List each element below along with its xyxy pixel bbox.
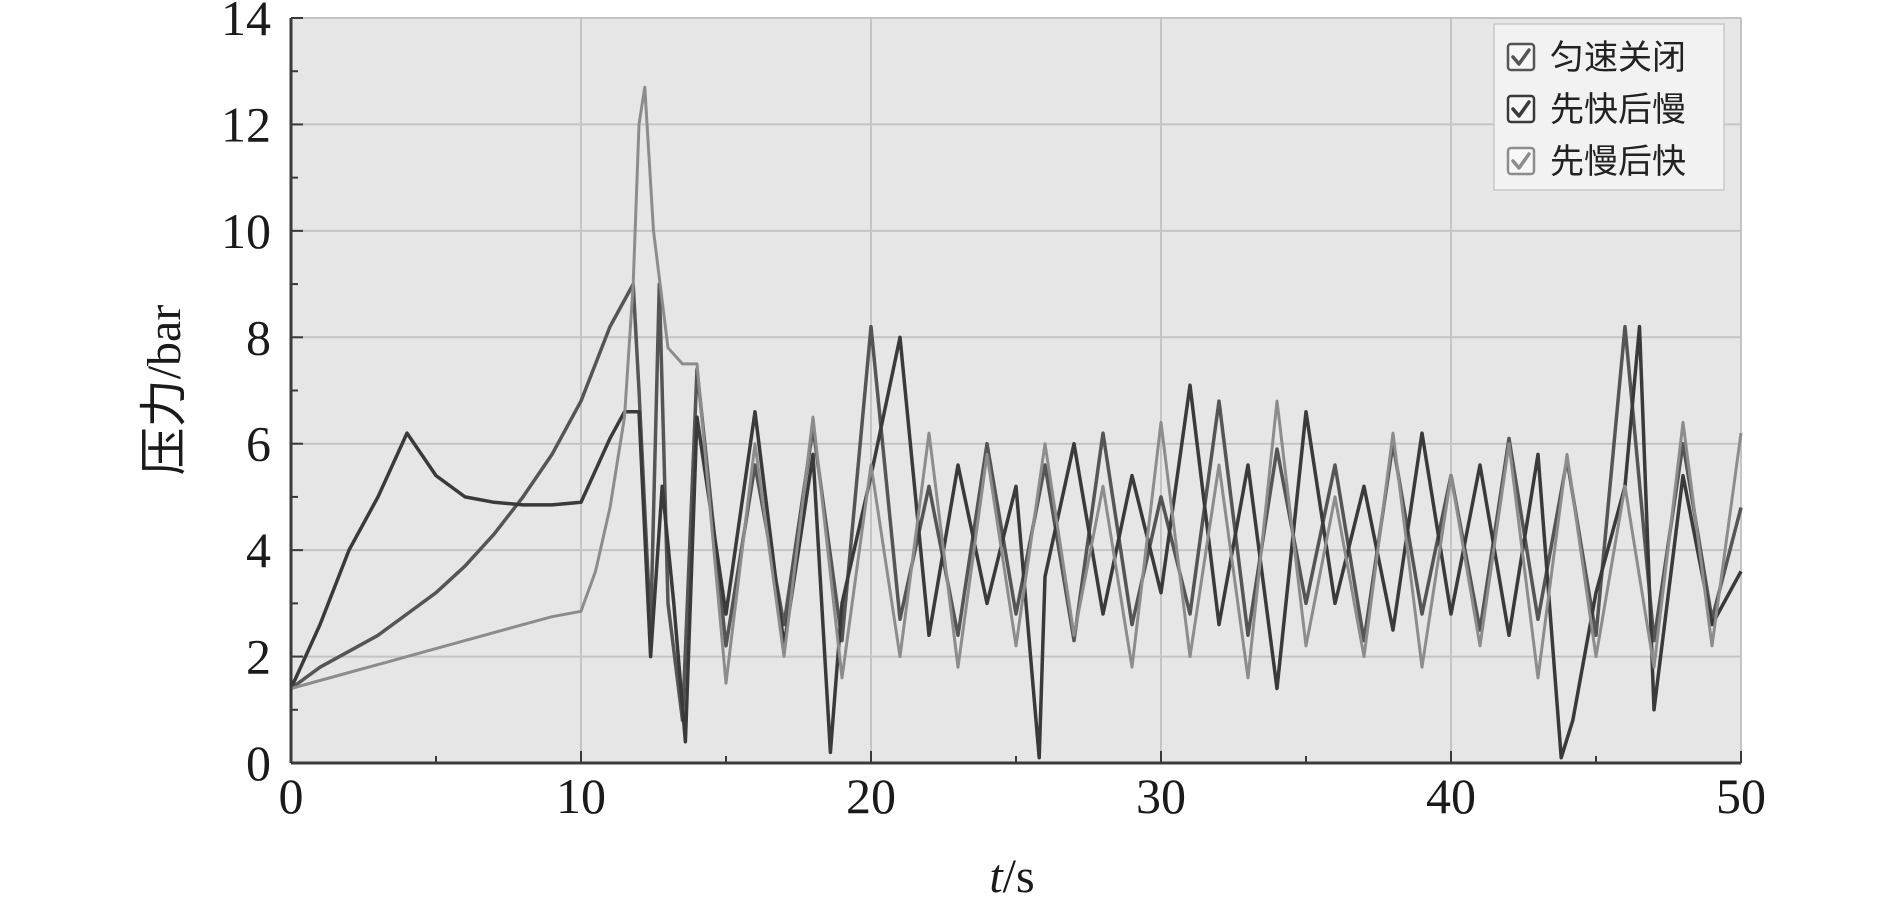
tick-labels: 0 2 4 6 8 10 12 14 0 10 20 30 40 50 [221,0,1766,824]
x-axis-title-unit: /s [1003,850,1035,903]
series-line-1 [289,282,1743,723]
x-tick-label: 10 [556,768,606,824]
y-tick-label: 12 [221,96,271,152]
x-axis-title-italic: t [989,850,1004,903]
y-tick-label: 10 [221,203,271,259]
axes [289,17,1742,765]
legend-label: 先快后慢 [1550,90,1686,130]
x-axis-title: t/s [989,850,1034,903]
check-icon [1511,100,1531,118]
check-icon [1511,152,1531,170]
x-tick-label: 30 [1136,768,1186,824]
y-tick-label: 8 [246,309,271,365]
y-tick-label: 14 [221,0,271,46]
y-tick-label: 2 [246,629,271,685]
legend-label: 匀速关闭 [1550,38,1686,78]
x-tick-label: 0 [279,768,304,824]
series-line-3 [290,85,1743,690]
check-icon [1511,48,1531,66]
y-tick-label: 4 [246,522,271,578]
y-tick-label: 0 [246,735,271,791]
x-tick-label: 40 [1426,768,1476,824]
series-layer [289,85,1743,760]
legend-label: 先慢后快 [1550,142,1686,182]
x-tick-label: 20 [846,768,896,824]
y-axis-title: 压力/bar [138,305,191,476]
y-tick-label: 6 [246,416,271,472]
series-line-2 [289,324,1743,760]
x-tick-label: 50 [1716,768,1766,824]
